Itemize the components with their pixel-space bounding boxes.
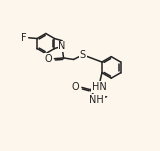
Text: HN: HN (92, 82, 107, 92)
Text: F: F (21, 33, 26, 43)
Text: NH: NH (89, 95, 104, 105)
Text: N: N (58, 41, 66, 51)
Text: O: O (44, 54, 52, 64)
Text: S: S (80, 50, 86, 60)
Text: O: O (72, 82, 80, 92)
